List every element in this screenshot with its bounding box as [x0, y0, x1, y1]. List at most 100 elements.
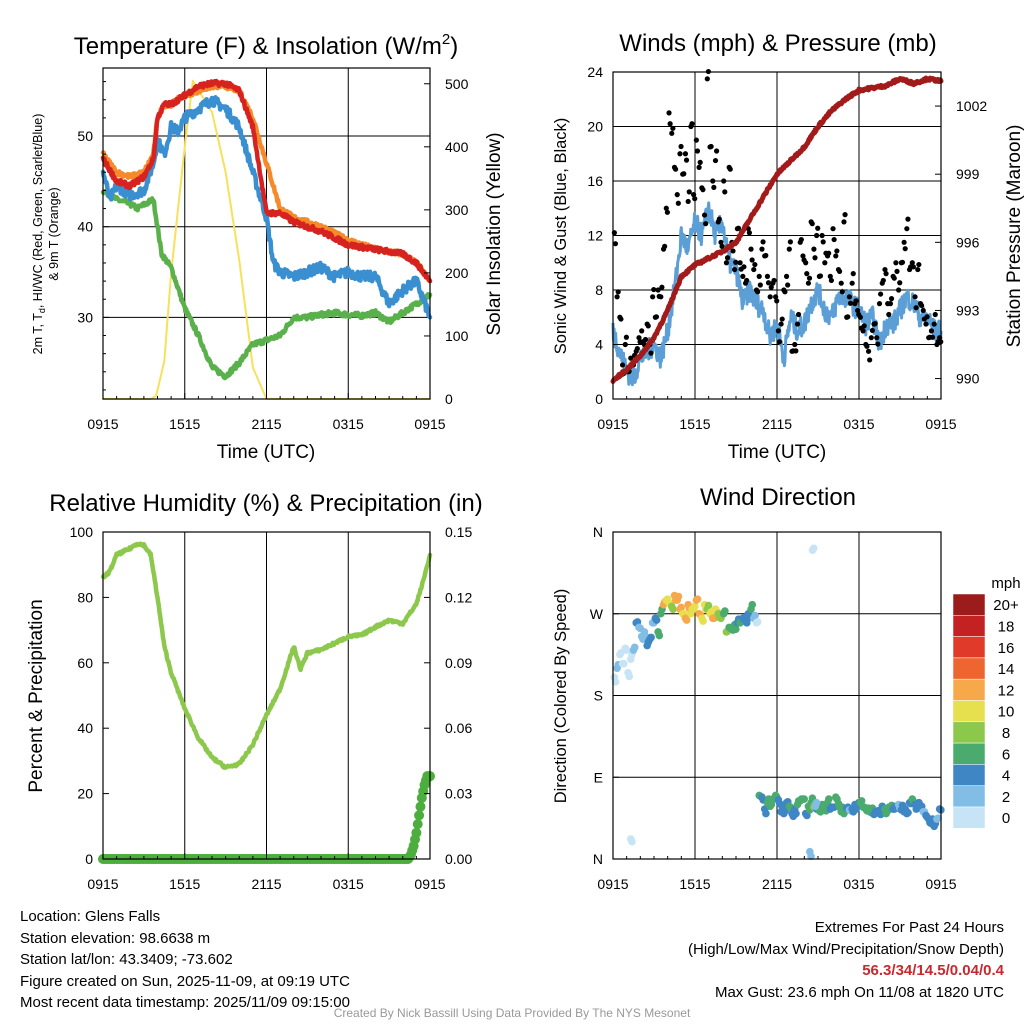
gust-point [732, 266, 738, 273]
gust-point [712, 157, 719, 164]
gust-point [764, 273, 771, 279]
gust-point [752, 261, 758, 268]
gust-point [828, 277, 834, 284]
gust-point [674, 192, 680, 198]
speed-legend-label: 12 [998, 682, 1015, 699]
gust-point [876, 301, 883, 307]
gust-point [685, 198, 691, 205]
gust-point [757, 282, 763, 288]
gust-point [692, 196, 698, 202]
gust-point [760, 239, 766, 245]
gust-point [622, 341, 628, 348]
direction-point [630, 643, 639, 652]
winds-x-tick-label: 2115 [762, 416, 792, 432]
gust-point [803, 260, 809, 266]
gust-point [841, 219, 847, 225]
gust-point [723, 260, 730, 266]
wind-direction-panel: Wind Direction 0915 1515 2115 0315 0915 N E S W N… [552, 484, 1021, 892]
gust-point [710, 178, 716, 184]
direction-point [699, 617, 707, 625]
gust-point [645, 323, 651, 329]
gust-point [713, 148, 720, 154]
winds-x-label: Time (UTC) [728, 442, 827, 463]
gust-point [874, 335, 880, 341]
gust-point [655, 287, 661, 293]
direction-point [800, 795, 808, 803]
credit-line: Created By Nick Bassill Using Data Provi… [333, 1006, 691, 1020]
speed-legend-label: 20+ [993, 597, 1019, 614]
winds-y-tick-label: 20 [587, 119, 603, 135]
direction-point [611, 678, 620, 686]
temperature-y-tick-label: 30 [77, 309, 93, 325]
speed-legend-swatch [952, 636, 986, 659]
direction-point [655, 631, 664, 640]
gust-point [623, 334, 629, 340]
speed-legend-label: 18 [998, 618, 1015, 635]
direction-point [934, 814, 942, 822]
direction-point [812, 798, 821, 807]
humidity-x-tick-label: 1515 [169, 876, 200, 892]
speed-legend: mph 20+ 18 16 14 12 10 8 6 4 2 0 [952, 575, 1021, 829]
speed-legend-label: 16 [998, 640, 1015, 657]
gust-point [819, 232, 825, 239]
speed-legend-swatch [952, 764, 986, 786]
gust-point [882, 266, 888, 273]
gust-point [694, 148, 701, 154]
speed-legend-label: 4 [1002, 768, 1010, 785]
gust-point [872, 321, 878, 327]
station-latlon: Station lat/lon: 43.3409; -73.602 [20, 951, 233, 968]
temperature-panel: Temperature (F) & Insolation (W/m2) 0915… [31, 31, 505, 463]
gust-point [778, 321, 784, 327]
gust-point [846, 294, 853, 300]
gust-point [880, 277, 886, 284]
gust-point [634, 345, 640, 352]
gust-point [847, 300, 854, 306]
precipitation-point [412, 819, 423, 830]
humidity-y-tick-label: 60 [77, 655, 93, 671]
gust-point [724, 255, 731, 261]
gust-point [735, 225, 742, 231]
series-line-relative-humidity [100, 541, 433, 770]
series-line-sonic-wind [611, 201, 943, 387]
gust-point [875, 341, 881, 347]
precipitation-point [411, 827, 422, 838]
gust-point [653, 314, 660, 320]
wind-direction-x-tick-label: 0315 [843, 876, 874, 892]
gust-point [689, 121, 695, 127]
gust-point [931, 321, 937, 327]
insolation-y2-tick-label: 100 [445, 328, 469, 344]
direction-point [674, 592, 683, 601]
pressure-y2-tick-label: 990 [956, 371, 980, 387]
gust-point [771, 277, 777, 284]
temperature-chart-title: Temperature (F) & Insolation (W/m2) [74, 31, 458, 60]
gust-point [681, 171, 687, 177]
gust-point [642, 336, 649, 343]
winds-y-tick-label: 4 [595, 337, 603, 353]
gust-point [756, 273, 762, 279]
humidity-y-label: Percent & Precipitation [26, 599, 47, 792]
gust-point [883, 271, 889, 277]
series-line-2m-t [100, 78, 433, 284]
extremes-title: Extremes For Past 24 Hours [814, 919, 1004, 936]
precipitation-y2-tick-label: 0.15 [445, 524, 472, 540]
gust-point [923, 321, 929, 327]
winds-y-tick-label: 12 [587, 228, 603, 244]
direction-point [693, 595, 702, 604]
gust-point [612, 241, 619, 247]
gust-point [861, 323, 867, 329]
gust-point [727, 166, 733, 172]
gust-point [765, 280, 772, 286]
figure-created: Figure created on Sun, 2025-11-09, at 09… [20, 972, 350, 990]
gust-point [805, 280, 812, 286]
gust-point [664, 209, 670, 215]
wind-direction-x-tick-label: 2115 [762, 876, 792, 892]
gust-point [795, 311, 802, 318]
gust-point [855, 307, 861, 314]
humidity-y-tick-label: 100 [70, 524, 94, 540]
gust-point [703, 221, 709, 227]
gust-point [663, 205, 669, 211]
gust-point [849, 280, 855, 286]
gust-point [749, 257, 755, 263]
gust-point [794, 321, 801, 327]
